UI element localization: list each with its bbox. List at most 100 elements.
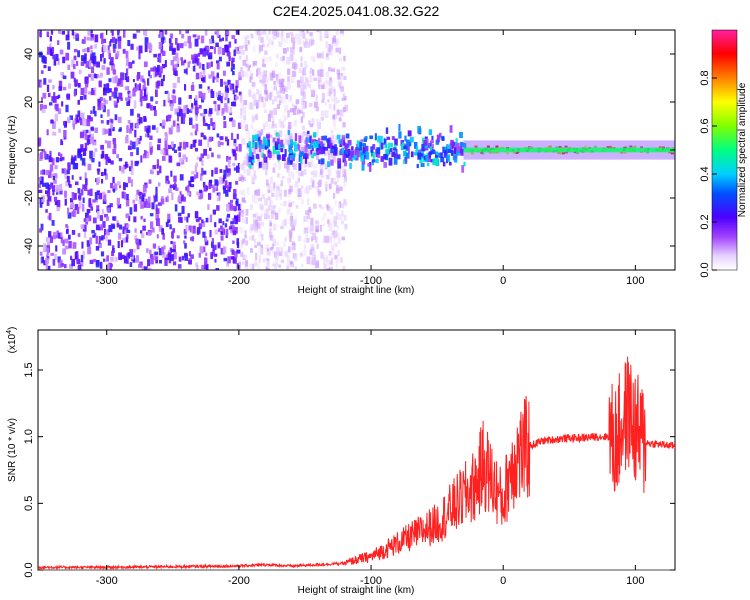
heatmap-cell [107,239,112,246]
heatmap-cell [181,205,185,214]
heatmap-cell [41,195,45,203]
heatmap-cell [308,149,311,157]
heatmap-cell [240,120,243,128]
heatmap-cell [291,37,296,43]
heatmap-cell [284,251,288,257]
heatmap-cell [147,267,152,270]
heatmap-cell [390,147,393,152]
heatmap-cell [114,256,118,262]
heatmap-cell [123,255,128,264]
heatmap-cell [78,148,82,154]
heatmap-cell [290,261,293,265]
heatmap-cell [113,188,116,193]
heatmap-cell [243,100,248,106]
heatmap-cell [48,212,52,221]
heatmap-cell [39,30,42,38]
heatmap-cell [506,152,510,155]
heatmap-cell [312,139,316,145]
heatmap-cell [58,232,63,239]
heatmap-cell [49,48,53,56]
heatmap-cell [354,149,358,157]
heatmap-cell [267,196,271,201]
heatmap-cell [341,97,346,101]
heatmap-cell [72,242,77,249]
heatmap-cell [230,221,234,225]
heatmap-cell [214,167,218,174]
heatmap-cell [560,152,563,155]
heatmap-cell [287,139,290,146]
heatmap-cell [101,209,104,215]
heatmap-cell [217,46,222,55]
heatmap-cell [91,158,95,163]
heatmap-cell [326,139,330,143]
heatmap-cell [157,80,161,86]
heatmap-cell [258,136,261,144]
heatmap-cell [310,150,313,155]
heatmap-cell [328,88,332,97]
heatmap-cell [342,154,346,160]
heatmap-cell [250,224,255,231]
heatmap-cell [262,102,266,108]
heatmap-cell [343,76,347,81]
heatmap-cell [56,230,59,239]
heatmap-cell [214,103,217,112]
heatmap-cell [272,153,275,160]
heatmap-cell [89,37,94,41]
heatmap-cell [272,223,277,231]
heatmap-cell [276,31,280,38]
heatmap-cell [112,247,115,253]
heatmap-cell [414,142,418,149]
heatmap-cell [107,45,110,52]
heatmap-cell [343,175,347,183]
heatmap-cell [148,70,151,77]
heatmap-cell [179,142,182,148]
heatmap-cell [117,81,120,86]
heatmap-cell [47,66,51,71]
heatmap-cell [68,234,71,240]
heatmap-cell [324,101,327,107]
heatmap-cell [160,198,165,205]
heatmap-cell [289,130,294,136]
heatmap-cell [117,36,122,42]
heatmap-cell [38,138,41,146]
heatmap-cell [311,232,314,237]
heatmap-cell [50,173,55,177]
heatmap-cell [317,69,321,77]
heatmap-cell [136,189,140,195]
heatmap-cell [283,48,287,54]
heatmap-cell [277,94,282,98]
heatmap-cell [331,244,335,250]
heatmap-cell [284,105,288,113]
heatmap-cell [76,254,79,263]
heatmap-cell [190,132,193,136]
heatmap-cell [200,153,204,159]
heatmap-cell [306,213,311,220]
heatmap-cell [341,210,344,217]
heatmap-cell [386,136,391,140]
heatmap-cell [108,53,111,60]
heatmap-cell [263,154,266,161]
heatmap-cell [74,118,78,125]
heatmap-cell [307,162,312,167]
heatmap-cell [428,151,432,159]
snr-x-tick-label: 100 [626,575,644,587]
heatmap-cell [66,175,70,183]
heatmap-cell [86,119,91,127]
heatmap-cell [138,198,141,205]
heatmap-cell [108,78,112,83]
heatmap-cell [334,127,337,131]
heatmap-cell [255,134,259,142]
heatmap-cell [170,240,173,245]
heatmap-cell [97,102,102,111]
heatmap-cell [371,161,374,166]
heatmap-cell [305,76,308,84]
heatmap-cell [294,133,298,142]
heatmap-cell [163,245,166,250]
heatmap-cell [167,114,172,118]
heatmap-cell [201,219,204,224]
heatmap-cell [43,245,47,253]
heatmap-cell [327,149,332,155]
heatmap-cell [233,218,236,224]
heatmap-cell [91,230,95,234]
heatmap-cell [77,188,81,194]
